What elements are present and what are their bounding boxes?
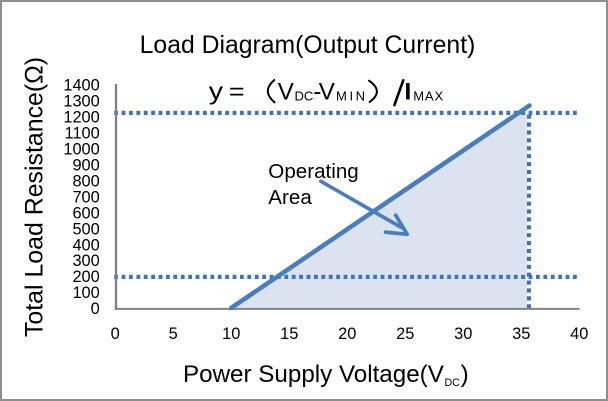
svg-text:1400: 1400 (63, 77, 99, 95)
svg-text:500: 500 (72, 220, 99, 238)
svg-text:1100: 1100 (65, 125, 100, 143)
svg-text:30: 30 (454, 325, 472, 343)
svg-text:I: I (403, 78, 414, 105)
svg-text:Total Load Resistance(Ω): Total Load Resistance(Ω) (21, 57, 49, 337)
svg-text:40: 40 (570, 325, 588, 343)
svg-text:1300: 1300 (63, 93, 99, 111)
svg-text:Power Supply Voltage(VDC): Power Supply Voltage(VDC) (183, 361, 469, 389)
svg-text:300: 300 (72, 252, 99, 270)
svg-text:1000: 1000 (63, 141, 99, 159)
svg-text:200: 200 (72, 268, 99, 286)
svg-text:10: 10 (222, 325, 240, 343)
svg-text:20: 20 (338, 325, 356, 343)
svg-text:600: 600 (72, 204, 99, 222)
svg-text:800: 800 (72, 172, 99, 190)
svg-text:15: 15 (280, 325, 298, 343)
svg-text:5: 5 (169, 325, 178, 343)
svg-text:400: 400 (72, 236, 99, 254)
svg-text:Area: Area (268, 186, 312, 209)
svg-text:Load Diagram(Output Current): Load Diagram(Output Current) (140, 32, 476, 59)
svg-text:100: 100 (72, 284, 99, 302)
svg-text:25: 25 (396, 325, 414, 343)
svg-text:Operating: Operating (268, 160, 358, 183)
svg-text:0: 0 (111, 325, 120, 343)
svg-text:=: = (229, 79, 245, 105)
svg-text:1200: 1200 (63, 109, 99, 127)
svg-text:35: 35 (512, 325, 530, 343)
svg-text:700: 700 (72, 188, 99, 206)
svg-text:MAX: MAX (413, 89, 444, 104)
svg-text:900: 900 (72, 157, 99, 175)
svg-text:0: 0 (91, 300, 100, 318)
svg-text:y: y (209, 77, 224, 104)
